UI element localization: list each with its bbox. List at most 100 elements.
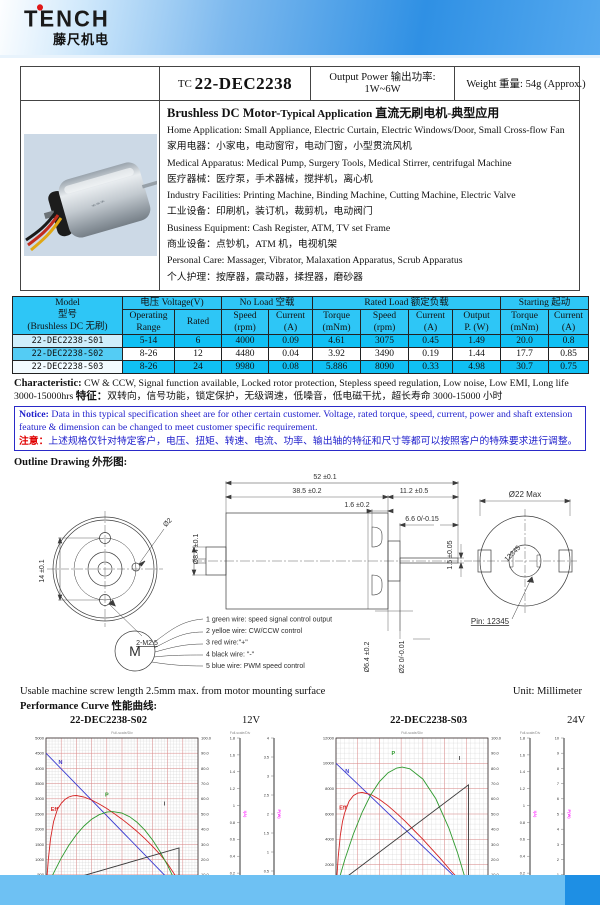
svg-text:2000: 2000 bbox=[325, 863, 335, 868]
col-sub-header: Current (A) bbox=[268, 308, 314, 335]
svg-text:4: 4 bbox=[557, 828, 559, 832]
value-cell: 24 bbox=[173, 359, 223, 374]
chart-svg: 0500100015002000250030003500400045005000… bbox=[35, 731, 282, 898]
table-row: 22-DEC2238-S03 8-26 24 9980 0.08 5.886 8090 0.3… bbox=[12, 359, 590, 374]
wire-label: 2 yelloe wire: CW/CCW control bbox=[206, 629, 303, 636]
application-line: Business Equipment: Cash Register, ATM, … bbox=[167, 222, 391, 234]
dimension-label: 52 ±0.1 bbox=[313, 474, 336, 481]
value-cell: 0.45 bbox=[408, 333, 454, 348]
value-cell: 12 bbox=[173, 346, 223, 361]
value-cell: 4.98 bbox=[452, 359, 502, 374]
value-cell: 17.7 bbox=[500, 346, 550, 361]
col-sub-header: Speed (rpm) bbox=[221, 308, 270, 335]
value-cell: 1.49 bbox=[452, 333, 502, 348]
value-cell: 4000 bbox=[221, 333, 270, 348]
outline-drawing-heading: Outline Drawing 外形图: bbox=[14, 457, 128, 469]
svg-text:1.5: 1.5 bbox=[264, 832, 269, 836]
series-eff bbox=[45, 795, 180, 891]
svg-text:1: 1 bbox=[267, 851, 269, 855]
series-n bbox=[45, 753, 180, 891]
col-group-header: No Load 空载 bbox=[221, 295, 314, 310]
value-cell: 30.7 bbox=[500, 359, 550, 374]
svg-text:2000: 2000 bbox=[35, 827, 45, 832]
performance-charts: 0500100015002000250030003500400045005000… bbox=[18, 726, 600, 921]
col-group-header: Starting 起动 bbox=[500, 295, 590, 310]
dimension-label: 1.6 ±0.2 bbox=[344, 502, 369, 509]
svg-text:1.8: 1.8 bbox=[520, 737, 525, 741]
svg-text:4500: 4500 bbox=[35, 751, 45, 756]
svg-text:60.0: 60.0 bbox=[201, 797, 210, 802]
title-blank-cell bbox=[21, 67, 160, 100]
svg-text:1000: 1000 bbox=[35, 857, 45, 862]
application-line: Industry Facilities: Printing Machine, B… bbox=[167, 190, 516, 202]
svg-text:1: 1 bbox=[523, 804, 525, 808]
svg-text:N: N bbox=[58, 760, 62, 766]
svg-text:3500: 3500 bbox=[35, 781, 45, 786]
col-group-header: 电压 Voltage(V) bbox=[121, 295, 223, 310]
svg-text:12000: 12000 bbox=[323, 736, 335, 741]
performance-chart-12v: 0500100015002000250030003500400045005000… bbox=[18, 726, 308, 921]
svg-text:50.0: 50.0 bbox=[201, 812, 210, 817]
brand-logo: TENCH 藤尺机电 bbox=[24, 4, 110, 48]
value-cell: 8090 bbox=[360, 359, 410, 374]
outline-drawing-svg: 52 ±0.1 38.5 ±0.2 11.2 ±0.5 1.6 ±0.2 6.6 0/-… bbox=[39, 474, 577, 674]
col-group-header: Rated Load 额定负载 bbox=[312, 295, 502, 310]
screw-note: Usable machine screw length 2.5mm max. f… bbox=[20, 686, 326, 698]
value-cell: 1.44 bbox=[452, 346, 502, 361]
series-eff bbox=[335, 792, 469, 891]
svg-text:70.0: 70.0 bbox=[491, 781, 500, 786]
col-header-model: Model 型号 (Brushless DC 无刷) bbox=[12, 295, 123, 335]
dimension-label: Ø22 Max bbox=[509, 490, 541, 499]
col-sub-header: Speed (rpm) bbox=[360, 308, 410, 335]
application-line: Personal Care: Massager, Vibrator, Malax… bbox=[167, 255, 463, 267]
svg-text:1.2: 1.2 bbox=[230, 788, 235, 792]
dimension-label: Ø2 0/-0.01 bbox=[399, 641, 406, 674]
dimension-label: Ø2 bbox=[162, 518, 174, 530]
svg-text:1.8: 1.8 bbox=[230, 737, 235, 741]
value-cell: 6 bbox=[173, 333, 223, 348]
application-cell: Brushless DC Motor-Typical Application 直… bbox=[160, 101, 597, 290]
svg-text:6000: 6000 bbox=[325, 812, 335, 817]
footer-bar bbox=[0, 875, 600, 905]
svg-text:0.2: 0.2 bbox=[520, 872, 525, 876]
svg-text:Full-scale/Div: Full-scale/Div bbox=[401, 731, 423, 735]
svg-text:40.0: 40.0 bbox=[491, 827, 500, 832]
svg-text:2: 2 bbox=[557, 858, 559, 862]
svg-text:1.6: 1.6 bbox=[230, 754, 235, 758]
table-row: 22-DEC2238-S02 8-26 12 4480 0.04 3.92 3490 0.19… bbox=[12, 346, 590, 361]
svg-text:I(A): I(A) bbox=[243, 811, 248, 818]
wire-label: 1 green wire: speed signal control outpu… bbox=[206, 617, 332, 624]
series-p bbox=[335, 767, 469, 891]
svg-text:0.8: 0.8 bbox=[230, 821, 235, 825]
logo-dot bbox=[37, 4, 43, 11]
svg-text:40.0: 40.0 bbox=[201, 827, 210, 832]
svg-text:8000: 8000 bbox=[325, 787, 335, 792]
value-cell: 8-26 bbox=[122, 359, 175, 374]
svg-text:20.0: 20.0 bbox=[201, 857, 210, 862]
svg-text:70.0: 70.0 bbox=[201, 781, 210, 786]
wire-label: 5 blue wire: PWM speed control bbox=[206, 663, 305, 670]
svg-text:80.0: 80.0 bbox=[491, 766, 500, 771]
value-cell: 4480 bbox=[221, 346, 270, 361]
output-power-cell: Output Power 输出功率: 1W~6W bbox=[311, 67, 455, 100]
value-cell: 20.0 bbox=[500, 333, 550, 348]
application-line: Medical Apparatus: Medical Pump, Surgery… bbox=[167, 157, 512, 169]
wire-label: 3 red wire:"+" bbox=[206, 640, 248, 647]
value-cell: 0.04 bbox=[268, 346, 314, 361]
svg-text:Full-scale/Div: Full-scale/Div bbox=[520, 731, 541, 735]
weight-cell: Weight 重量: 54g (Approx.) bbox=[466, 79, 586, 90]
value-cell: 0.33 bbox=[408, 359, 454, 374]
svg-text:0.4: 0.4 bbox=[230, 855, 235, 859]
svg-text:P: P bbox=[105, 793, 109, 799]
application-line: 工业设备：印刷机，装订机，裁剪机，电动阀门 bbox=[167, 206, 373, 218]
title-row: TC 22-DEC2238 Output Power 输出功率: 1W~6W W… bbox=[21, 67, 586, 101]
application-lines: Home Application: Small Appliance, Elect… bbox=[167, 123, 591, 286]
dimension-label: 6.6 0/-0.15 bbox=[405, 516, 439, 523]
svg-text:90.0: 90.0 bbox=[201, 751, 210, 756]
svg-text:100.0: 100.0 bbox=[201, 736, 212, 741]
motor-symbol-letter: M bbox=[129, 643, 141, 659]
dimension-label: Pin: 12345 bbox=[471, 617, 510, 626]
series-i bbox=[335, 784, 469, 891]
brand-logo-chinese: 藤尺机电 bbox=[53, 32, 110, 47]
svg-text:P: P bbox=[391, 752, 395, 758]
